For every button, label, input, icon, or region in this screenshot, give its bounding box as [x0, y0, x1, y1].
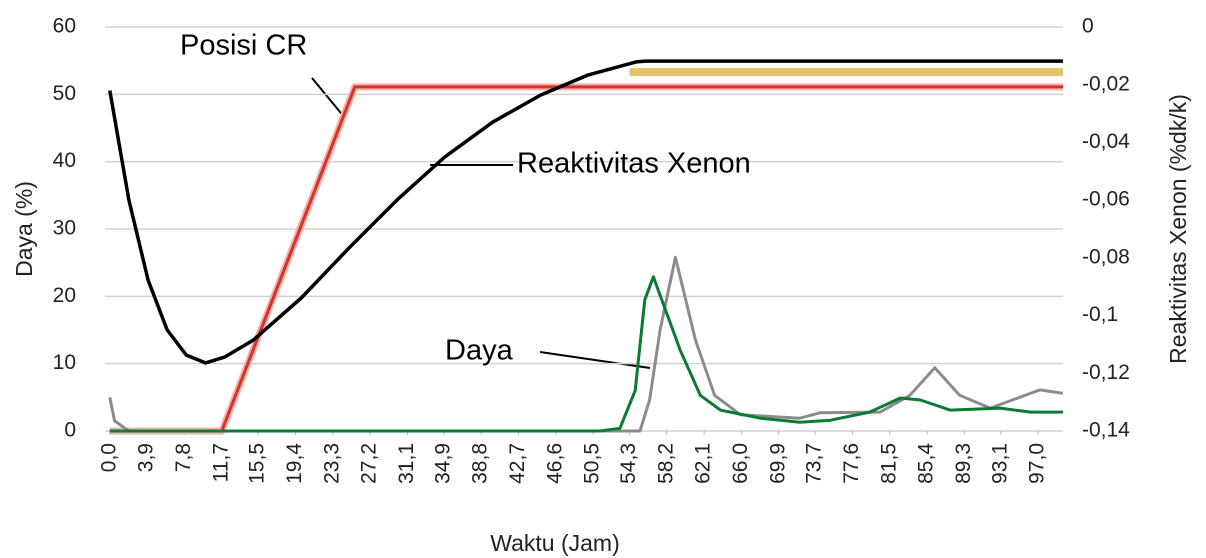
x-tick-label: 15,5 [246, 443, 269, 484]
series-line [108, 59, 1063, 365]
x-tick-label: 73,7 [803, 443, 826, 484]
x-tick-label: 69,9 [766, 443, 789, 484]
leader-line [539, 351, 651, 369]
x-tick-label: 0,0 [97, 443, 120, 472]
x-tick-label: 97,0 [1026, 443, 1049, 484]
x-tick-label: 3,9 [135, 443, 158, 472]
x-tick-label: 54,3 [617, 443, 640, 484]
y2-tick-label: -0,14 [1082, 419, 1130, 442]
y2-tick-label: -0,08 [1082, 245, 1130, 268]
y2-tick-label: -0,12 [1082, 361, 1130, 384]
x-tick-label: 93,1 [988, 443, 1011, 484]
leader-line [311, 77, 346, 119]
x-tick-label: 19,4 [283, 443, 306, 484]
x-tick-label: 42,7 [506, 443, 529, 484]
x-tick-label: 38,8 [469, 443, 492, 484]
y2-tick-label: -0,04 [1082, 130, 1130, 153]
y-tick-label: 20 [53, 284, 76, 307]
y-tick-label: 50 [53, 82, 76, 105]
series-line [109, 85, 1063, 433]
x-tick-label: 7,8 [172, 443, 195, 472]
y-axis-title: Daya (%) [11, 181, 37, 277]
y-tick-label: 40 [53, 149, 76, 172]
series-annotation: Daya [445, 335, 514, 367]
x-tick-label: 62,1 [692, 443, 715, 484]
y2-axis-title: Reaktivitas Xenon (%dk/k) [1165, 94, 1191, 364]
x-tick-label: 58,2 [654, 443, 677, 484]
x-tick-label: 85,4 [915, 443, 938, 484]
series-line [109, 275, 1063, 433]
x-tick-label: 11,7 [209, 443, 232, 482]
y2-tick-label: 0 [1082, 15, 1094, 38]
y2-tick-label: -0,1 [1082, 303, 1118, 326]
y-tick-label: 0 [64, 419, 76, 442]
x-tick-label: 31,1 [395, 443, 418, 484]
x-tick-label: 81,5 [877, 443, 900, 484]
y-tick-label: 30 [53, 217, 76, 240]
y2-tick-label: -0,06 [1082, 188, 1130, 211]
x-tick-label: 77,6 [840, 443, 863, 484]
y-tick-label: 60 [53, 15, 76, 38]
x-tick-label: 34,9 [431, 443, 454, 484]
x-tick-label: 66,0 [729, 443, 752, 484]
y-tick-label: 10 [53, 351, 76, 374]
series-annotation: Reaktivitas Xenon [517, 148, 751, 180]
series-annotation: Posisi CR [180, 30, 307, 62]
x-tick-label: 23,3 [320, 443, 343, 484]
y2-tick-label: -0,02 [1082, 72, 1130, 95]
x-tick-label: 89,3 [952, 443, 975, 484]
series-glow [109, 83, 1063, 435]
x-tick-label: 27,2 [358, 443, 381, 484]
x-axis-title: Waktu (Jam) [490, 530, 620, 556]
x-tick-label: 50,5 [581, 443, 604, 484]
x-tick-label: 46,6 [543, 443, 566, 484]
